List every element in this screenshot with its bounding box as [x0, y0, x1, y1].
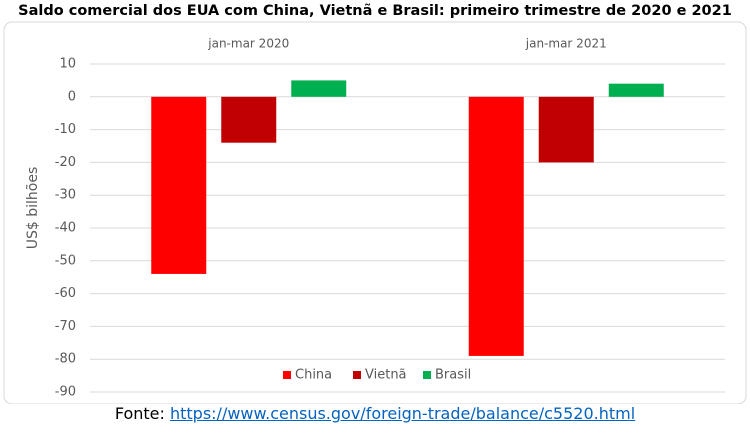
bar: [221, 96, 277, 143]
legend-swatch: [353, 371, 361, 379]
legend-swatch: [423, 371, 431, 379]
y-tick-label: -60: [55, 286, 76, 301]
legend-label: Vietnã: [365, 368, 407, 383]
chart-frame: [3, 21, 747, 404]
legend-label: Brasil: [435, 368, 471, 383]
y-tick-label: -50: [55, 253, 76, 268]
source-link[interactable]: https://www.census.gov/foreign-trade/bal…: [169, 404, 636, 423]
y-tick-label: -40: [55, 221, 76, 236]
source-label: Fonte:: [114, 404, 165, 423]
y-tick-label: 0: [68, 89, 76, 104]
bar: [291, 80, 347, 97]
legend-swatch: [283, 371, 291, 379]
y-tick-label: -10: [55, 122, 76, 137]
bar: [538, 96, 594, 163]
y-tick-label: -30: [55, 188, 76, 203]
footer: Fonte: https://www.census.gov/foreign-tr…: [0, 404, 750, 423]
bar: [608, 83, 664, 97]
y-tick-label: -70: [55, 319, 76, 334]
y-tick-label: 10: [59, 57, 76, 72]
y-tick-label: -90: [55, 385, 76, 400]
y-tick-label: -80: [55, 352, 76, 367]
chart-title: Saldo comercial dos EUA com China, Vietn…: [18, 3, 732, 19]
category-label: jan-mar 2021: [525, 37, 607, 51]
category-label: jan-mar 2020: [207, 37, 289, 51]
bar: [151, 96, 207, 274]
y-tick-label: -20: [55, 155, 76, 170]
chart: Saldo comercial dos EUA com China, Vietn…: [3, 3, 747, 404]
y-axis-label: US$ bilhões: [25, 167, 41, 250]
bar: [468, 96, 524, 356]
legend-label: China: [295, 368, 332, 383]
